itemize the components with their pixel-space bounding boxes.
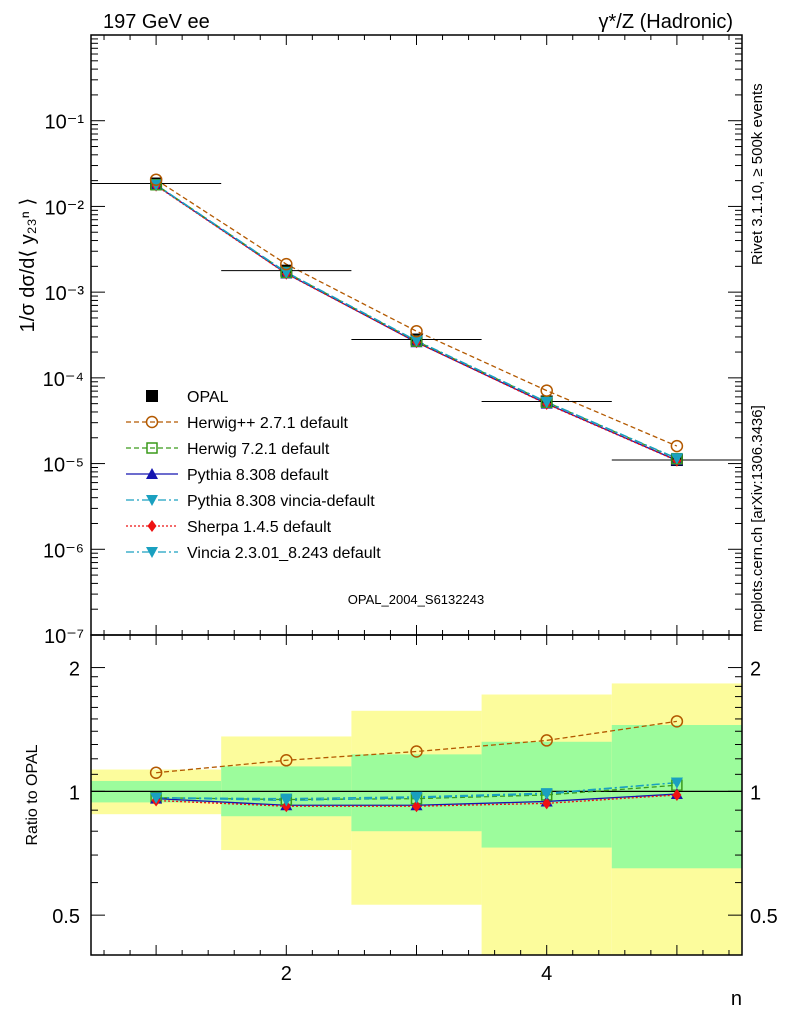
main-y-tick-label: 10⁻⁷ <box>44 626 84 648</box>
ratio-point-sherpa <box>412 800 421 813</box>
ratio-point-sherpa <box>672 788 682 801</box>
ratio-y-tick-label-right: 2 <box>750 659 761 681</box>
ratio-point-vincia <box>670 777 683 789</box>
legend-label-pythia: Pythia 8.308 default <box>187 467 329 484</box>
analysis-watermark: OPAL_2004_S6132243 <box>348 592 484 607</box>
legend-label-pythia_vincia: Pythia 8.308 vincia-default <box>187 493 375 510</box>
process-label: γ*/Z (Hadronic) <box>599 11 733 33</box>
legend-label-opal: OPAL <box>187 389 229 406</box>
legend-marker-pythia <box>146 468 158 479</box>
main-line-herwigpp <box>155 179 678 447</box>
legend: OPAL Herwig++ 2.7.1 default Herwig 7.2.1 d… <box>126 389 381 562</box>
main-point-herwigpp <box>540 384 553 397</box>
main-y-tick-label: 10⁻² <box>45 197 85 219</box>
main-point-vincia <box>540 397 553 409</box>
main-point-vincia <box>280 267 293 279</box>
ratio-panel-frame <box>90 634 743 956</box>
ratio-point-herwigpp <box>280 754 293 767</box>
main-y-tick-label: 10⁻⁶ <box>43 540 84 562</box>
ratio-point-herwigpp <box>670 715 684 728</box>
main-y-tick-label: 10⁻³ <box>45 283 85 305</box>
main-y-tick-label: 10⁻⁴ <box>43 369 84 391</box>
x-axis-label: n <box>731 988 742 1010</box>
ratio-y-tick-label-right: 1 <box>750 782 761 804</box>
ratio-point-herwigpp <box>410 745 423 758</box>
ratio-bands <box>91 683 742 955</box>
main-point-vincia <box>410 335 423 347</box>
energy-label: 197 GeV ee <box>103 11 210 33</box>
legend-label-sherpa: Sherpa 1.4.5 default <box>187 519 332 536</box>
legend-marker-herwig7 <box>146 442 158 454</box>
series-markers <box>91 173 742 813</box>
ratio-y-axis-label: Ratio to OPAL <box>24 744 41 845</box>
x-tick-label: 2 <box>281 963 292 985</box>
rivet-version-label: Rivet 3.1.10, ≥ 500k events <box>749 83 766 265</box>
main-point-herwigpp <box>149 173 163 186</box>
ratio-point-vincia <box>540 789 553 801</box>
ratio-point-herwigpp <box>540 734 553 747</box>
ratio-y-tick-label: 1 <box>69 782 80 804</box>
legend-label-vincia: Vincia 2.3.01_8.243 default <box>187 545 381 562</box>
legend-label-herwigpp: Herwig++ 2.7.1 default <box>187 415 349 432</box>
legend-marker-opal <box>146 390 158 402</box>
main-y-tick-label: 10⁻¹ <box>45 112 85 134</box>
ratio-point-herwigpp <box>149 766 163 779</box>
legend-label-herwig7: Herwig 7.2.1 default <box>187 441 330 458</box>
main-point-herwigpp <box>670 439 684 453</box>
axes-ticks <box>91 34 742 956</box>
legend-marker-herwigpp <box>145 415 159 429</box>
ratio-line-herwigpp <box>156 720 677 774</box>
ratio-point-vincia <box>150 792 163 804</box>
main-y-tick-label: 10⁻⁵ <box>43 455 84 477</box>
mcplots-source-label: mcplots.cern.ch [arXiv:1306.3436] <box>749 405 766 632</box>
legend-marker-pythia_vincia <box>146 495 158 506</box>
ratio-point-vincia <box>280 795 293 807</box>
legend-marker-vincia <box>146 547 158 558</box>
ratio-point-vincia <box>410 792 423 804</box>
x-tick-label: 4 <box>541 963 552 985</box>
main-point-vincia <box>670 453 683 465</box>
main-point-herwigpp <box>410 324 423 338</box>
axis-labels: 10⁻⁷ 10⁻⁶ 10⁻⁵ 10⁻⁴ 10⁻³ 10⁻² 10⁻¹ 0.5 0.5 1 1 2 2 2 4 <box>43 112 778 985</box>
ratio-point-sherpa <box>542 797 552 810</box>
ratio-y-tick-label: 2 <box>69 659 80 681</box>
ratio-y-tick-label: 0.5 <box>52 906 80 928</box>
main-y-axis-label: 1/σ dσ/d⟨ y₂₃ⁿ ⟩ <box>17 198 39 333</box>
main-point-herwigpp <box>280 257 293 271</box>
legend-marker-sherpa <box>147 520 157 532</box>
ratio-y-tick-label-right: 0.5 <box>750 906 778 928</box>
